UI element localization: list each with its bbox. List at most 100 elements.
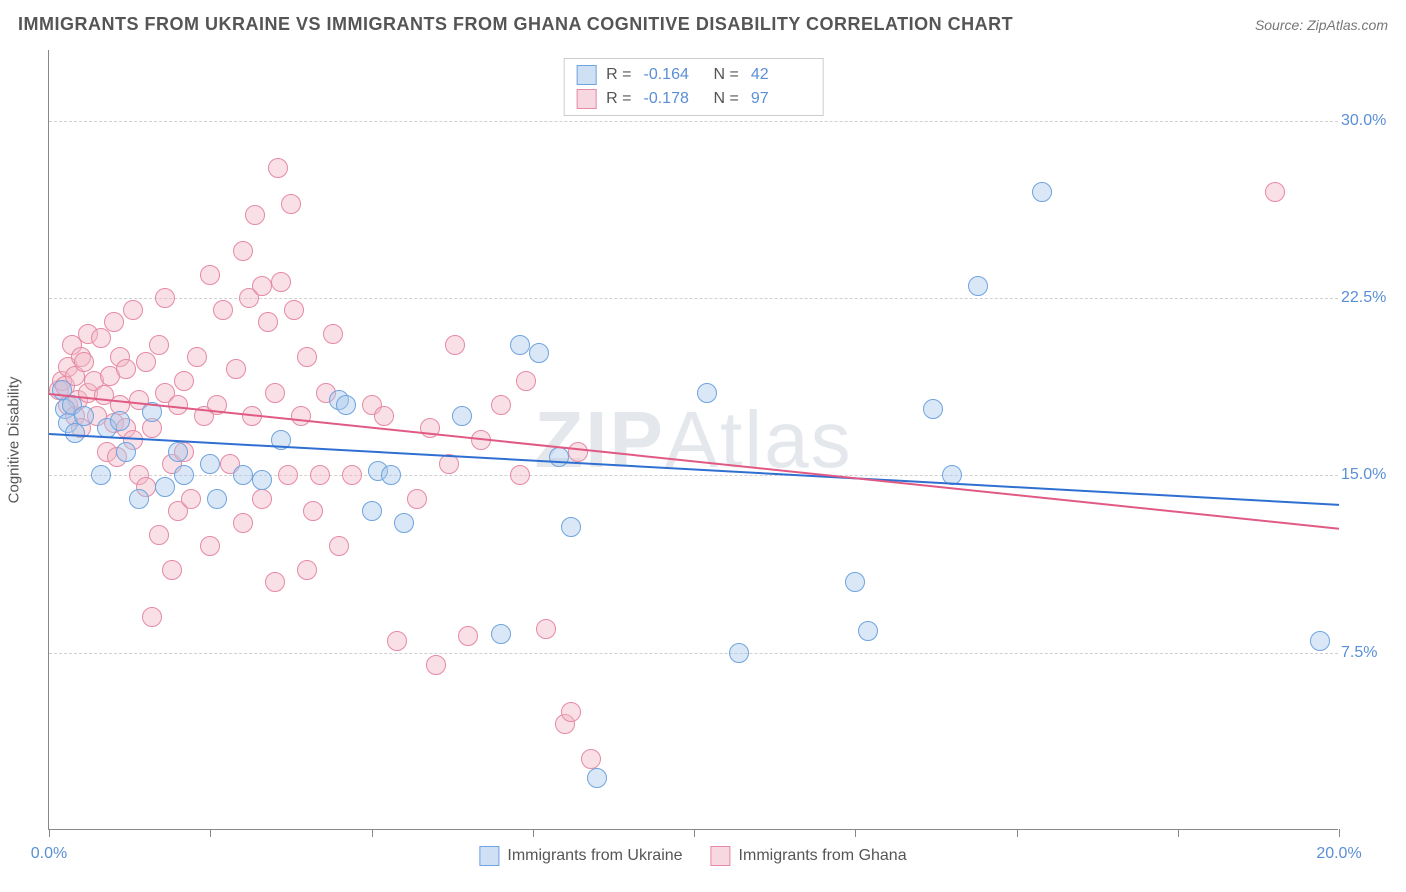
data-point	[271, 272, 291, 292]
x-tick	[694, 829, 695, 837]
data-point	[491, 395, 511, 415]
data-point	[226, 359, 246, 379]
data-point	[281, 194, 301, 214]
data-point	[284, 300, 304, 320]
data-point	[1265, 182, 1285, 202]
data-point	[297, 560, 317, 580]
data-point	[342, 465, 362, 485]
gridline	[49, 121, 1338, 122]
data-point	[187, 347, 207, 367]
data-point	[233, 241, 253, 261]
data-point	[168, 395, 188, 415]
x-tick	[533, 829, 534, 837]
data-point	[252, 276, 272, 296]
data-point	[207, 489, 227, 509]
data-point	[162, 560, 182, 580]
data-point	[329, 536, 349, 556]
data-point	[265, 572, 285, 592]
plot-region: ZIPAtlas R =-0.164N =42R =-0.178N =97 7.…	[48, 50, 1338, 830]
data-point	[587, 768, 607, 788]
data-point	[155, 477, 175, 497]
data-point	[426, 655, 446, 675]
data-point	[568, 442, 588, 462]
legend-row: R = -0.178 N = 97	[576, 87, 811, 111]
data-point	[142, 607, 162, 627]
data-point	[1032, 182, 1052, 202]
data-point	[245, 205, 265, 225]
data-point	[323, 324, 343, 344]
data-point	[136, 352, 156, 372]
data-point	[729, 643, 749, 663]
chart-area: Cognitive Disability ZIPAtlas R =-0.164N…	[48, 50, 1338, 830]
data-point	[252, 470, 272, 490]
y-tick-label: 15.0%	[1341, 466, 1396, 484]
y-axis-label: Cognitive Disability	[6, 377, 23, 504]
data-point	[149, 525, 169, 545]
data-point	[174, 371, 194, 391]
legend-n-value: 97	[751, 90, 811, 108]
series-legend: Immigrants from Ukraine Immigrants from G…	[479, 846, 906, 866]
data-point	[213, 300, 233, 320]
data-point	[129, 489, 149, 509]
data-point	[516, 371, 536, 391]
data-point	[110, 411, 130, 431]
legend-swatch	[576, 89, 596, 109]
legend-r-value: -0.178	[644, 90, 704, 108]
legend-series-name: Immigrants from Ghana	[739, 847, 907, 865]
data-point	[91, 465, 111, 485]
data-point	[200, 454, 220, 474]
trend-line	[49, 393, 1339, 530]
data-point	[581, 749, 601, 769]
data-point	[297, 347, 317, 367]
data-point	[104, 312, 124, 332]
x-tick	[372, 829, 373, 837]
legend-item: Immigrants from Ghana	[711, 846, 907, 866]
y-tick-label: 22.5%	[1341, 289, 1396, 307]
data-point	[258, 312, 278, 332]
data-point	[1310, 631, 1330, 651]
legend-r-value: -0.164	[644, 66, 704, 84]
data-point	[510, 335, 530, 355]
data-point	[268, 158, 288, 178]
data-point	[445, 335, 465, 355]
data-point	[123, 300, 143, 320]
data-point	[181, 489, 201, 509]
data-point	[458, 626, 478, 646]
chart-title: IMMIGRANTS FROM UKRAINE VS IMMIGRANTS FR…	[18, 14, 1013, 35]
data-point	[74, 352, 94, 372]
data-point	[452, 406, 472, 426]
data-point	[845, 572, 865, 592]
legend-item: Immigrants from Ukraine	[479, 846, 682, 866]
data-point	[200, 536, 220, 556]
data-point	[697, 383, 717, 403]
data-point	[549, 447, 569, 467]
data-point	[168, 442, 188, 462]
data-point	[116, 442, 136, 462]
data-point	[336, 395, 356, 415]
data-point	[536, 619, 556, 639]
legend-n-label: N =	[714, 90, 739, 108]
x-tick	[855, 829, 856, 837]
data-point	[149, 335, 169, 355]
data-point	[155, 288, 175, 308]
correlation-legend: R =-0.164N =42R =-0.178N =97	[563, 58, 824, 116]
data-point	[278, 465, 298, 485]
data-point	[252, 489, 272, 509]
data-point	[529, 343, 549, 363]
x-tick	[1178, 829, 1179, 837]
legend-swatch	[711, 846, 731, 866]
x-tick-label: 20.0%	[1316, 845, 1361, 863]
data-point	[394, 513, 414, 533]
data-point	[491, 624, 511, 644]
data-point	[200, 265, 220, 285]
data-point	[265, 383, 285, 403]
legend-r-label: R =	[606, 90, 631, 108]
data-point	[968, 276, 988, 296]
data-point	[233, 465, 253, 485]
legend-r-label: R =	[606, 66, 631, 84]
legend-swatch	[479, 846, 499, 866]
source-attribution: Source: ZipAtlas.com	[1255, 17, 1388, 33]
data-point	[233, 513, 253, 533]
y-tick-label: 30.0%	[1341, 112, 1396, 130]
y-tick-label: 7.5%	[1341, 644, 1396, 662]
